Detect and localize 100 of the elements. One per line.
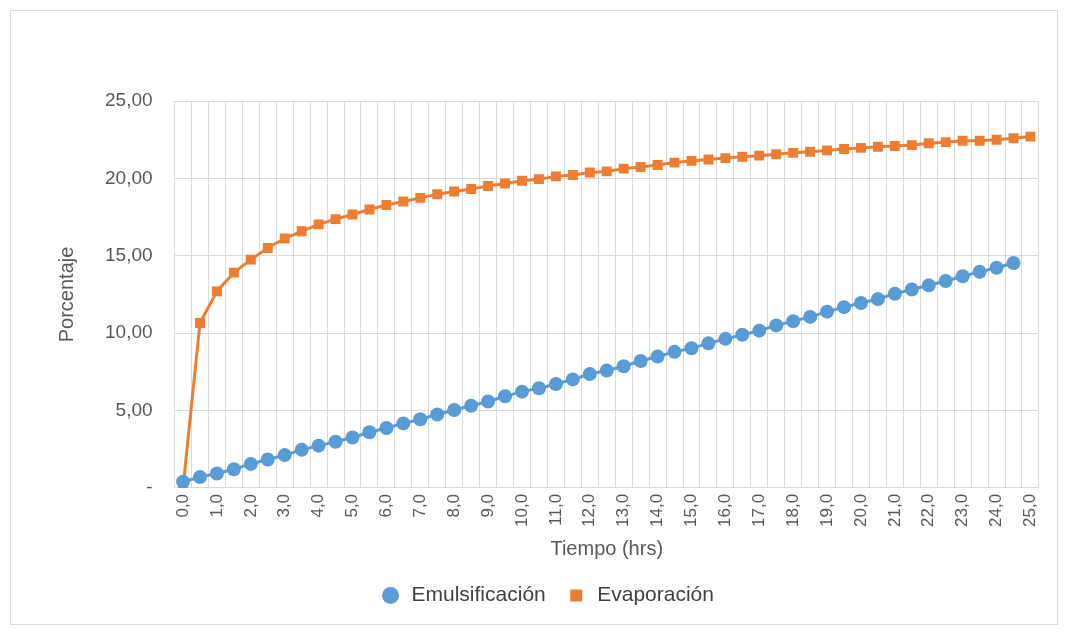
- point: [650, 349, 665, 364]
- y-tick-label: 5,00: [115, 398, 153, 420]
- y-axis-title: Porcentaje: [54, 246, 77, 343]
- x-tick-label: 19,0: [816, 493, 836, 528]
- x-tick-label: 12,0: [579, 493, 599, 528]
- point: [752, 323, 767, 338]
- x-tick-label: 14,0: [647, 493, 667, 528]
- y-tick-label: 25,00: [105, 89, 153, 111]
- point: [294, 442, 309, 457]
- point: [839, 144, 849, 154]
- y-tick-label: 10,00: [105, 321, 153, 343]
- point: [853, 295, 868, 310]
- point: [498, 389, 513, 404]
- point: [464, 398, 479, 413]
- point: [771, 149, 782, 160]
- point: [805, 146, 816, 157]
- point: [822, 145, 833, 156]
- point: [889, 141, 900, 151]
- x-tick-label: 0,0: [172, 493, 192, 518]
- point: [991, 134, 1002, 145]
- point: [432, 189, 443, 200]
- y-tick-label: 20,00: [105, 166, 153, 188]
- x-tick-label: 20,0: [850, 493, 870, 528]
- point: [957, 135, 968, 146]
- x-tick-label: 9,0: [477, 493, 497, 518]
- point: [243, 456, 258, 471]
- point: [379, 421, 394, 436]
- point: [786, 314, 801, 329]
- point: [618, 163, 629, 174]
- point: [330, 214, 341, 225]
- x-tick-label: 5,0: [342, 493, 362, 518]
- point: [837, 300, 852, 315]
- point: [1025, 131, 1036, 142]
- point: [652, 160, 663, 171]
- point: [550, 171, 561, 182]
- point: [669, 157, 680, 168]
- point: [195, 317, 205, 328]
- point: [398, 196, 409, 207]
- point: [906, 140, 917, 151]
- x-tick-label: 6,0: [376, 493, 396, 518]
- point: [548, 377, 563, 392]
- point: [923, 138, 934, 149]
- point: [515, 384, 529, 399]
- y-tick-label: 15,00: [105, 244, 153, 265]
- point: [381, 200, 392, 210]
- point: [616, 359, 631, 374]
- point: [599, 363, 614, 378]
- point: [633, 354, 648, 369]
- point: [192, 470, 207, 485]
- point: [415, 192, 426, 203]
- x-tick-label: 4,0: [308, 493, 328, 518]
- point: [447, 403, 462, 418]
- point: [870, 291, 885, 306]
- point: [684, 341, 699, 356]
- point: [582, 367, 597, 382]
- point: [296, 226, 307, 237]
- point: [904, 282, 919, 297]
- point: [667, 344, 682, 359]
- point: [601, 166, 612, 177]
- point: [686, 155, 697, 166]
- x-tick-label: 17,0: [748, 493, 768, 528]
- x-tick-label: 7,0: [409, 493, 429, 518]
- y-tick-label: -: [146, 476, 153, 498]
- point: [972, 264, 987, 279]
- point: [803, 309, 818, 324]
- point: [362, 425, 377, 440]
- point: [313, 219, 324, 230]
- point: [481, 394, 496, 409]
- point: [887, 286, 902, 301]
- point: [703, 154, 714, 165]
- legend-label: Evaporación: [597, 582, 714, 606]
- x-tick-label: 15,0: [681, 493, 701, 528]
- x-tick-label: 3,0: [274, 493, 294, 518]
- point: [921, 278, 936, 293]
- point: [176, 474, 191, 488]
- point: [754, 150, 765, 161]
- point: [226, 462, 241, 477]
- point: [466, 184, 477, 195]
- point: [940, 137, 951, 148]
- x-tick-label: 21,0: [884, 493, 904, 528]
- point: [413, 412, 428, 427]
- point: [245, 254, 256, 265]
- x-tick-label: 2,0: [240, 493, 260, 518]
- point: [856, 142, 866, 153]
- point: [345, 430, 360, 445]
- point: [396, 416, 411, 431]
- x-tick-label: 1,0: [206, 493, 226, 518]
- point: [311, 438, 326, 453]
- point: [260, 452, 275, 467]
- point: [567, 170, 578, 180]
- point: [211, 286, 222, 297]
- x-tick-label: 18,0: [782, 493, 802, 528]
- point: [737, 151, 748, 162]
- point: [720, 153, 731, 164]
- point: [788, 147, 799, 158]
- point: [534, 174, 544, 185]
- point: [279, 233, 290, 244]
- point: [955, 269, 970, 284]
- x-tick-label: 11,0: [545, 493, 565, 526]
- x-tick-label: 25,0: [1020, 493, 1040, 528]
